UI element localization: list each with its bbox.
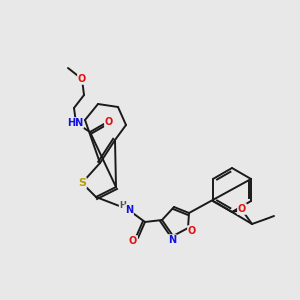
Text: N: N [168,235,176,245]
Text: O: O [238,204,246,214]
Text: N: N [125,205,133,215]
Text: S: S [78,178,86,188]
Text: HN: HN [67,118,83,128]
Text: O: O [105,117,113,127]
Text: O: O [78,74,86,84]
Text: O: O [188,226,196,236]
Text: H: H [120,202,126,211]
Text: O: O [129,236,137,246]
